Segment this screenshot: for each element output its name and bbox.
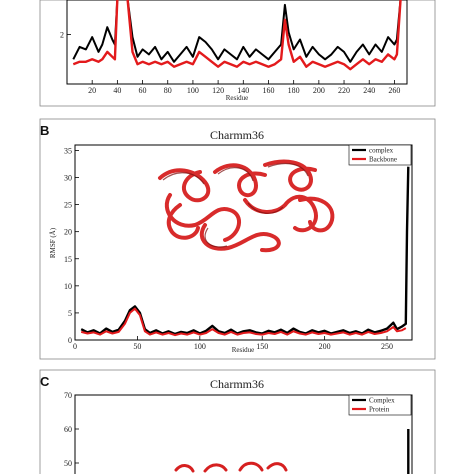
protein-ribbon-structure-shading <box>162 163 309 248</box>
panel-b-x-tick-label: 200 <box>319 342 331 351</box>
panel-b-series-group <box>80 166 410 337</box>
panel-b-plot-area <box>74 144 413 341</box>
panel-a-x-tick-label: 140 <box>237 86 249 95</box>
panel-b-y-tick-label: 25 <box>64 201 72 210</box>
panel-b-y-tick-label: 30 <box>64 174 72 183</box>
panel-b-y-tick-label: 35 <box>64 146 72 155</box>
panel-a-x-axis-label: Residue <box>226 94 249 102</box>
panel-b-legend: complex Backbone <box>348 144 412 166</box>
panel-b-legend-label-complex: complex <box>369 147 394 155</box>
panel-a-x-tick-label: 20 <box>88 86 96 95</box>
panel-c-legend: Complex Protein <box>348 394 412 416</box>
panel-c-title: Charmm36 <box>210 377 264 391</box>
panel-c-y-tick-label: 60 <box>64 425 72 434</box>
panel-b-x-tick-label: 50 <box>133 342 141 351</box>
panel-b-x-ticks: 0 50 100 150 200 250 <box>73 336 393 351</box>
panel-a-x-tick-label: 200 <box>313 86 325 95</box>
panel-a-rmsf-chart: 20 40 60 80 100 120 140 160 180 200 220 240 260 2 Re… <box>39 0 436 107</box>
panel-b-rmsf-chart: B Charmm36 0 50 100 150 200 250 0 5 10 15 20 25 30 3… <box>39 118 436 360</box>
panel-b-frame <box>39 118 436 360</box>
panel-c-legend-label-complex: Complex <box>369 397 395 405</box>
panel-a-series-line-1 <box>72 0 402 71</box>
panel-a-x-tick-label: 180 <box>288 86 300 95</box>
panel-b-series-backbone <box>80 307 407 337</box>
panel-b-y-tick-label: 20 <box>64 228 72 237</box>
panel-b-x-tick-label: 100 <box>194 342 206 351</box>
panel-c-frame <box>39 369 436 474</box>
panel-b-x-axis-label: Residue <box>232 346 255 354</box>
panel-a-x-tick-label: 120 <box>212 86 224 95</box>
panel-c-plot-area <box>74 394 413 474</box>
panel-a-x-tick-label: 260 <box>388 86 400 95</box>
panel-b-y-ticks: 0 5 10 15 20 25 30 35 <box>64 146 79 345</box>
panel-c-label: C <box>40 374 50 389</box>
panel-b-y-axis-label: RMSF (Å) <box>49 227 57 258</box>
protein-ribbon-structure-image <box>158 159 335 253</box>
panel-c-y-tick-label: 70 <box>64 391 72 400</box>
panel-b-series-complex <box>80 166 410 336</box>
panel-b-x-tick-label: 250 <box>381 342 393 351</box>
panel-a-x-ticks: 20 40 60 80 100 120 140 160 180 200 220 240 260 <box>88 80 400 95</box>
panel-a-y-ticks: 2 <box>60 31 71 40</box>
panel-c-y-ticks: 50 60 70 <box>64 391 79 468</box>
panel-b-y-tick-label: 15 <box>64 255 72 264</box>
panel-c-y-tick-label: 50 <box>64 459 72 468</box>
panel-c-legend-label-protein: Protein <box>369 406 390 414</box>
panel-a-series-group <box>72 0 402 71</box>
panel-a-x-tick-label: 40 <box>113 86 121 95</box>
panel-a-x-tick-label: 220 <box>338 86 350 95</box>
panel-a-x-tick-label: 100 <box>187 86 199 95</box>
panel-b-y-tick-label: 10 <box>64 282 72 291</box>
panel-a-frame <box>39 0 436 107</box>
panel-b-y-tick-label: 0 <box>68 336 72 345</box>
panel-b-x-tick-label: 150 <box>256 342 268 351</box>
panel-a-x-tick-label: 160 <box>262 86 274 95</box>
panel-b-x-tick-label: 0 <box>73 342 77 351</box>
panel-a-y-tick-label: 2 <box>60 31 64 40</box>
panel-a-plot-area <box>66 0 408 85</box>
panel-b-title: Charmm36 <box>210 128 264 142</box>
panel-a-x-tick-label: 80 <box>164 86 172 95</box>
panel-b-legend-label-backbone: Backbone <box>369 156 397 164</box>
panel-b-label: B <box>40 123 49 138</box>
protein-ribbon-structure-image-partial <box>174 461 288 473</box>
panel-b-y-tick-label: 5 <box>68 309 72 318</box>
panel-c-rmsf-chart: C Charmm36 50 60 70 Complex Protein <box>39 369 436 474</box>
panel-a-x-tick-label: 60 <box>139 86 147 95</box>
panel-a-x-tick-label: 240 <box>363 86 375 95</box>
panel-a-series-line-0 <box>72 0 402 63</box>
